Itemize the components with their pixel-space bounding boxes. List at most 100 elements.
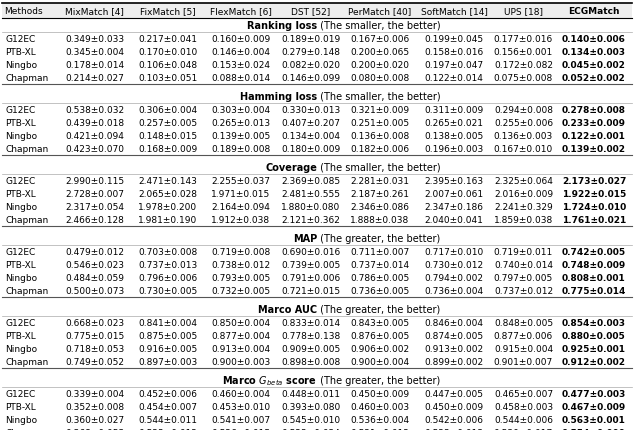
Text: 1.922±0.015: 1.922±0.015: [562, 190, 626, 199]
Text: 0.134±0.003: 0.134±0.003: [562, 48, 626, 57]
Text: 0.703±0.008: 0.703±0.008: [138, 247, 198, 256]
Text: 2.347±0.186: 2.347±0.186: [424, 203, 483, 212]
Text: 0.791±0.006: 0.791±0.006: [281, 273, 340, 283]
Text: 0.875±0.005: 0.875±0.005: [138, 331, 198, 340]
Text: 0.719±0.008: 0.719±0.008: [211, 247, 271, 256]
Text: 0.721±0.015: 0.721±0.015: [281, 286, 340, 295]
Text: 0.421±0.094: 0.421±0.094: [65, 132, 124, 141]
Text: 2.471±0.143: 2.471±0.143: [139, 177, 197, 186]
Text: Coverage: Coverage: [265, 163, 317, 172]
Text: Chapman: Chapman: [5, 286, 48, 295]
Text: 0.730±0.012: 0.730±0.012: [424, 261, 484, 269]
Text: 0.265±0.013: 0.265±0.013: [211, 119, 271, 128]
Text: 0.448±0.011: 0.448±0.011: [281, 389, 340, 398]
Text: 0.450±0.009: 0.450±0.009: [424, 402, 484, 411]
Text: 0.330±0.013: 0.330±0.013: [281, 106, 340, 115]
Text: 0.321±0.009: 0.321±0.009: [351, 106, 410, 115]
Text: 0.479±0.012: 0.479±0.012: [65, 247, 124, 256]
Text: 0.257±0.005: 0.257±0.005: [138, 119, 198, 128]
Text: 0.136±0.003: 0.136±0.003: [494, 132, 553, 141]
Text: 1.761±0.021: 1.761±0.021: [562, 215, 626, 224]
Text: 0.460±0.003: 0.460±0.003: [351, 402, 410, 411]
Text: Hamming loss: Hamming loss: [240, 92, 317, 102]
Text: 2.164±0.094: 2.164±0.094: [212, 203, 271, 212]
Text: 0.530±0.017: 0.530±0.017: [494, 428, 553, 430]
Text: 0.339±0.004: 0.339±0.004: [65, 389, 124, 398]
Text: Chapman: Chapman: [5, 428, 48, 430]
Text: 0.103±0.051: 0.103±0.051: [138, 74, 198, 83]
Text: 0.901±0.007: 0.901±0.007: [494, 357, 553, 366]
Text: 0.279±0.148: 0.279±0.148: [281, 48, 340, 57]
Text: 0.778±0.138: 0.778±0.138: [281, 331, 340, 340]
Text: 0.189±0.019: 0.189±0.019: [281, 35, 340, 44]
Text: 0.189±0.008: 0.189±0.008: [211, 144, 271, 154]
Text: 0.739±0.005: 0.739±0.005: [281, 261, 340, 269]
Text: 2.241±0.329: 2.241±0.329: [494, 203, 553, 212]
Text: 0.088±0.014: 0.088±0.014: [211, 74, 271, 83]
Text: PerMatch [40]: PerMatch [40]: [348, 7, 412, 16]
Text: 0.447±0.005: 0.447±0.005: [424, 389, 483, 398]
Text: 0.080±0.008: 0.080±0.008: [350, 74, 410, 83]
Text: PTB-XL: PTB-XL: [5, 402, 36, 411]
Text: Ranking loss: Ranking loss: [247, 21, 317, 31]
Text: 0.563±0.001: 0.563±0.001: [562, 415, 626, 424]
Text: 0.711±0.007: 0.711±0.007: [350, 247, 410, 256]
Text: 0.140±0.006: 0.140±0.006: [562, 35, 626, 44]
Text: 1.978±0.200: 1.978±0.200: [138, 203, 198, 212]
Text: 0.877±0.006: 0.877±0.006: [494, 331, 553, 340]
Text: Marco $G_{beta}$ score: Marco $G_{beta}$ score: [222, 373, 317, 387]
Text: 0.848±0.005: 0.848±0.005: [494, 318, 553, 327]
Text: 1.912±0.038: 1.912±0.038: [211, 215, 271, 224]
Text: 0.913±0.002: 0.913±0.002: [424, 344, 484, 353]
Text: 2.346±0.086: 2.346±0.086: [351, 203, 410, 212]
Text: Chapman: Chapman: [5, 144, 48, 154]
Text: 0.718±0.053: 0.718±0.053: [65, 344, 124, 353]
Text: 0.898±0.008: 0.898±0.008: [281, 357, 340, 366]
Text: (The greater, the better): (The greater, the better): [317, 304, 440, 314]
Text: 0.500±0.073: 0.500±0.073: [65, 286, 124, 295]
Text: 0.122±0.014: 0.122±0.014: [424, 74, 483, 83]
Text: 0.526±0.015: 0.526±0.015: [211, 428, 271, 430]
Text: 0.294±0.008: 0.294±0.008: [494, 106, 553, 115]
Text: 1.981±0.190: 1.981±0.190: [138, 215, 198, 224]
Text: 0.775±0.015: 0.775±0.015: [65, 331, 124, 340]
Bar: [2, 4, 632, 19]
Text: FlexMatch [6]: FlexMatch [6]: [210, 7, 272, 16]
Text: 1.888±0.038: 1.888±0.038: [350, 215, 410, 224]
Text: 0.158±0.016: 0.158±0.016: [424, 48, 484, 57]
Text: 0.554±0.009: 0.554±0.009: [562, 428, 626, 430]
Text: 0.913±0.004: 0.913±0.004: [211, 344, 271, 353]
Text: 0.177±0.016: 0.177±0.016: [494, 35, 553, 44]
Text: 0.156±0.001: 0.156±0.001: [494, 48, 553, 57]
Text: 0.730±0.005: 0.730±0.005: [138, 286, 198, 295]
Text: 1.859±0.038: 1.859±0.038: [494, 215, 553, 224]
Text: 2.121±0.362: 2.121±0.362: [281, 215, 340, 224]
Text: 0.407±0.207: 0.407±0.207: [281, 119, 340, 128]
Text: 0.136±0.008: 0.136±0.008: [350, 132, 410, 141]
Text: 0.122±0.001: 0.122±0.001: [562, 132, 626, 141]
Text: 0.737±0.014: 0.737±0.014: [351, 261, 410, 269]
Text: 0.045±0.002: 0.045±0.002: [562, 61, 626, 70]
Text: 0.900±0.003: 0.900±0.003: [211, 357, 271, 366]
Text: 0.854±0.003: 0.854±0.003: [562, 318, 626, 327]
Text: 0.736±0.004: 0.736±0.004: [424, 286, 484, 295]
Text: 0.690±0.016: 0.690±0.016: [281, 247, 340, 256]
Text: 0.874±0.005: 0.874±0.005: [424, 331, 484, 340]
Text: 0.541±0.007: 0.541±0.007: [211, 415, 271, 424]
Text: 0.454±0.007: 0.454±0.007: [138, 402, 198, 411]
Text: 0.160±0.009: 0.160±0.009: [211, 35, 271, 44]
Text: 2.173±0.027: 2.173±0.027: [562, 177, 626, 186]
Text: 0.740±0.014: 0.740±0.014: [494, 261, 553, 269]
Text: 0.523±0.013: 0.523±0.013: [424, 428, 484, 430]
Text: 0.465±0.007: 0.465±0.007: [494, 389, 553, 398]
Text: 0.732±0.005: 0.732±0.005: [211, 286, 271, 295]
Text: 0.925±0.001: 0.925±0.001: [562, 344, 626, 353]
Text: 0.846±0.004: 0.846±0.004: [424, 318, 483, 327]
Text: 0.182±0.006: 0.182±0.006: [351, 144, 410, 154]
Text: Ningbo: Ningbo: [5, 61, 37, 70]
Text: 0.719±0.011: 0.719±0.011: [494, 247, 553, 256]
Text: 0.749±0.052: 0.749±0.052: [65, 357, 124, 366]
Text: 0.717±0.010: 0.717±0.010: [424, 247, 484, 256]
Text: 0.794±0.002: 0.794±0.002: [424, 273, 483, 283]
Text: 0.139±0.002: 0.139±0.002: [562, 144, 626, 154]
